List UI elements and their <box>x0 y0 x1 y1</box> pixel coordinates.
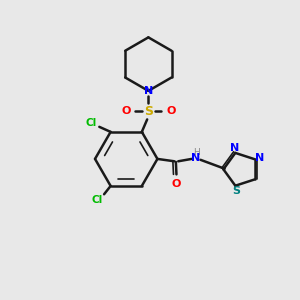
Text: S: S <box>232 186 241 196</box>
Text: O: O <box>166 106 176 116</box>
Text: S: S <box>144 105 153 118</box>
Text: O: O <box>171 179 181 189</box>
Text: N: N <box>144 86 153 96</box>
Text: N: N <box>255 153 265 163</box>
Text: Cl: Cl <box>86 118 97 128</box>
Text: Cl: Cl <box>91 195 103 205</box>
Text: N: N <box>191 153 201 163</box>
Text: H: H <box>193 148 200 157</box>
Text: O: O <box>121 106 130 116</box>
Text: N: N <box>230 143 239 153</box>
